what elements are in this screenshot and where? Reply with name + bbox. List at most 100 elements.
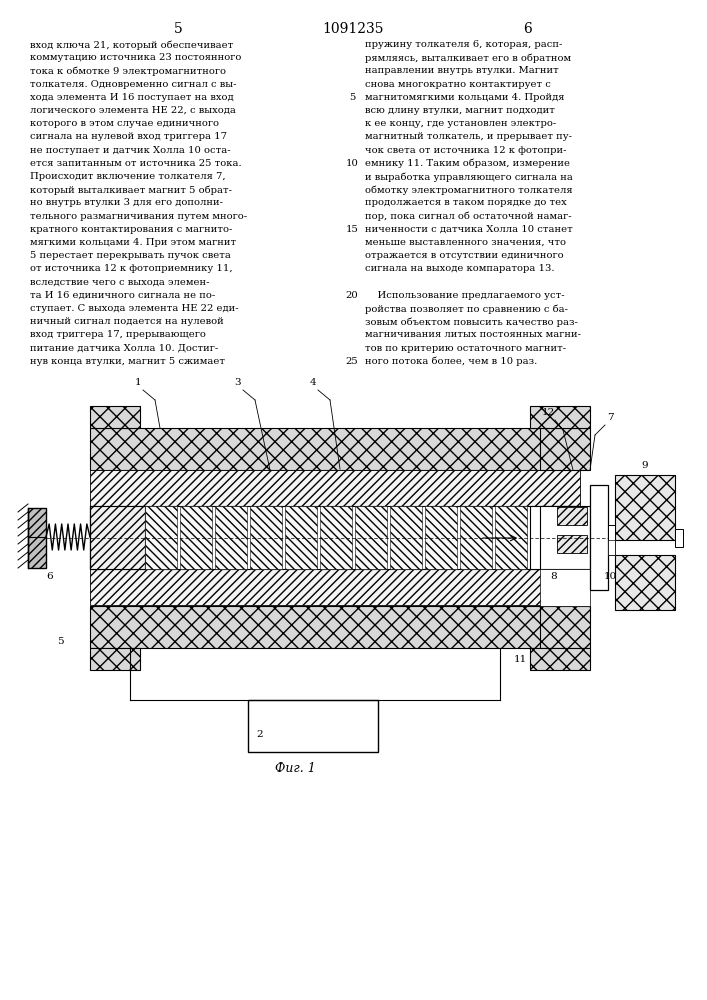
Text: рямляясь, выталкивает его в обратном: рямляясь, выталкивает его в обратном [365,53,571,63]
Text: 2: 2 [256,730,262,739]
Bar [675,529,683,547]
Text: 1: 1 [135,378,141,387]
Text: Использование предлагаемого уст-: Использование предлагаемого уст- [365,291,565,300]
Bar [540,428,590,470]
Text: 15: 15 [346,225,358,234]
Bar [495,506,527,569]
Text: ного потока более, чем в 10 раз.: ного потока более, чем в 10 раз. [365,357,537,366]
Text: магнитомягкими кольцами 4. Пройдя: магнитомягкими кольцами 4. Пройдя [365,93,564,102]
Text: вход триггера 17, прерывающего: вход триггера 17, прерывающего [30,330,206,339]
Text: и выработка управляющего сигнала на: и выработка управляющего сигнала на [365,172,573,182]
Text: вход ключа 21, который обеспечивает: вход ключа 21, который обеспечивает [30,40,233,49]
Text: толкателя. Одновременно сигнал с вы-: толкателя. Одновременно сигнал с вы- [30,80,237,89]
Text: та И 16 единичного сигнала не по-: та И 16 единичного сигнала не по- [30,291,215,300]
Text: магничивания литых постоянных магни-: магничивания литых постоянных магни- [365,330,581,339]
Text: 20: 20 [346,291,358,300]
Text: ничный сигнал подается на нулевой: ничный сигнал подается на нулевой [30,317,223,326]
Text: 25: 25 [346,357,358,366]
Text: сигнала на нулевой вход триггера 17: сигнала на нулевой вход триггера 17 [30,132,227,141]
Text: 3: 3 [235,378,241,387]
Text: отражается в отсутствии единичного: отражается в отсутствии единичного [365,251,563,260]
Text: хода элемента И 16 поступает на вход: хода элемента И 16 поступает на вход [30,93,233,102]
Text: но внутрь втулки 3 для его дополни-: но внутрь втулки 3 для его дополни- [30,198,223,207]
Bar [608,540,615,555]
Bar [90,506,145,569]
Text: 4: 4 [310,378,316,387]
Bar [90,569,580,605]
Text: 5: 5 [57,637,64,646]
Bar [530,406,590,428]
Text: 10: 10 [346,159,358,168]
Text: 9: 9 [642,461,648,470]
Bar [608,525,615,555]
Text: кратного контактирования с магнито-: кратного контактирования с магнито- [30,225,233,234]
Text: 6: 6 [47,572,53,581]
Text: тельного размагничивания путем много-: тельного размагничивания путем много- [30,212,247,221]
Text: 6: 6 [524,22,532,36]
Bar [90,648,140,670]
Text: 5 перестает перекрывать пучок света: 5 перестает перекрывать пучок света [30,251,231,260]
Bar [590,485,608,590]
Text: всю длину втулки, магнит подходит: всю длину втулки, магнит подходит [365,106,555,115]
Text: питание датчика Холла 10. Достиг-: питание датчика Холла 10. Достиг- [30,344,218,353]
Bar [615,555,675,610]
Text: 7: 7 [607,413,613,422]
Text: нув конца втулки, магнит 5 сжимает: нув конца втулки, магнит 5 сжимает [30,357,225,366]
Text: снова многократно контактирует с: снова многократно контактирует с [365,80,551,89]
Text: логического элемента НЕ 22, с выхода: логического элемента НЕ 22, с выхода [30,106,236,115]
Bar [425,506,457,569]
Bar [28,508,46,568]
Text: сигнала на выходе компаратора 13.: сигнала на выходе компаратора 13. [365,264,554,273]
Text: емнику 11. Таким образом, измерение: емнику 11. Таким образом, измерение [365,159,570,168]
Bar [530,506,580,569]
Text: 5: 5 [174,22,182,36]
Text: 1091235: 1091235 [323,22,384,36]
Bar [180,506,212,569]
Text: к ее концу, где установлен электро-: к ее концу, где установлен электро- [365,119,556,128]
Bar [90,506,580,569]
Bar [90,406,140,428]
Text: 8: 8 [551,572,557,581]
Text: 10: 10 [603,572,617,581]
Bar [215,506,247,569]
Text: обмотку электромагнитного толкателя: обмотку электромагнитного толкателя [365,185,573,195]
Text: магнитный толкатель, и прерывает пу-: магнитный толкатель, и прерывает пу- [365,132,572,141]
Text: коммутацию источника 23 постоянного: коммутацию источника 23 постоянного [30,53,241,62]
Text: пружину толкателя 6, которая, расп-: пружину толкателя 6, которая, расп- [365,40,562,49]
Bar [615,475,675,540]
Text: который выталкивает магнит 5 обрат-: который выталкивает магнит 5 обрат- [30,185,232,195]
Text: не поступает и датчик Холла 10 оста-: не поступает и датчик Холла 10 оста- [30,146,230,155]
Text: 5: 5 [349,93,355,102]
Text: меньше выставленного значения, что: меньше выставленного значения, что [365,238,566,247]
Bar [285,506,317,569]
Bar [557,507,587,525]
Bar [90,428,580,470]
Text: Фиг. 1: Фиг. 1 [274,762,315,775]
Text: чок света от источника 12 к фотопри-: чок света от источника 12 к фотопри- [365,146,566,155]
Bar [90,606,580,648]
Text: вследствие чего с выхода элемен-: вследствие чего с выхода элемен- [30,278,209,287]
Bar [145,506,177,569]
Text: 12: 12 [542,408,554,417]
Bar [460,506,492,569]
Bar [320,506,352,569]
Text: тов по критерию остаточного магнит-: тов по критерию остаточного магнит- [365,344,566,353]
Bar [390,506,422,569]
Bar [90,470,580,506]
Text: продолжается в таком порядке до тех: продолжается в таком порядке до тех [365,198,567,207]
Text: ниченности с датчика Холла 10 станет: ниченности с датчика Холла 10 станет [365,225,573,234]
Text: от источника 12 к фотоприемнику 11,: от источника 12 к фотоприемнику 11, [30,264,233,273]
Bar [248,700,378,752]
Text: зовым объектом повысить качество раз-: зовым объектом повысить качество раз- [365,317,578,327]
Text: ройства позволяет по сравнению с ба-: ройства позволяет по сравнению с ба- [365,304,568,314]
Text: ется запитанным от источника 25 тока.: ется запитанным от источника 25 тока. [30,159,242,168]
Text: Происходит включение толкателя 7,: Происходит включение толкателя 7, [30,172,226,181]
Bar [540,506,590,569]
Bar [355,506,387,569]
Text: которого в этом случае единичного: которого в этом случае единичного [30,119,219,128]
Text: пор, пока сигнал об остаточной намаг-: пор, пока сигнал об остаточной намаг- [365,212,572,221]
Bar [540,569,590,606]
Text: 11: 11 [513,655,527,664]
Text: тока к обмотке 9 электромагнитного: тока к обмотке 9 электромагнитного [30,66,226,76]
Text: ступает. С выхода элемента НЕ 22 еди-: ступает. С выхода элемента НЕ 22 еди- [30,304,239,313]
